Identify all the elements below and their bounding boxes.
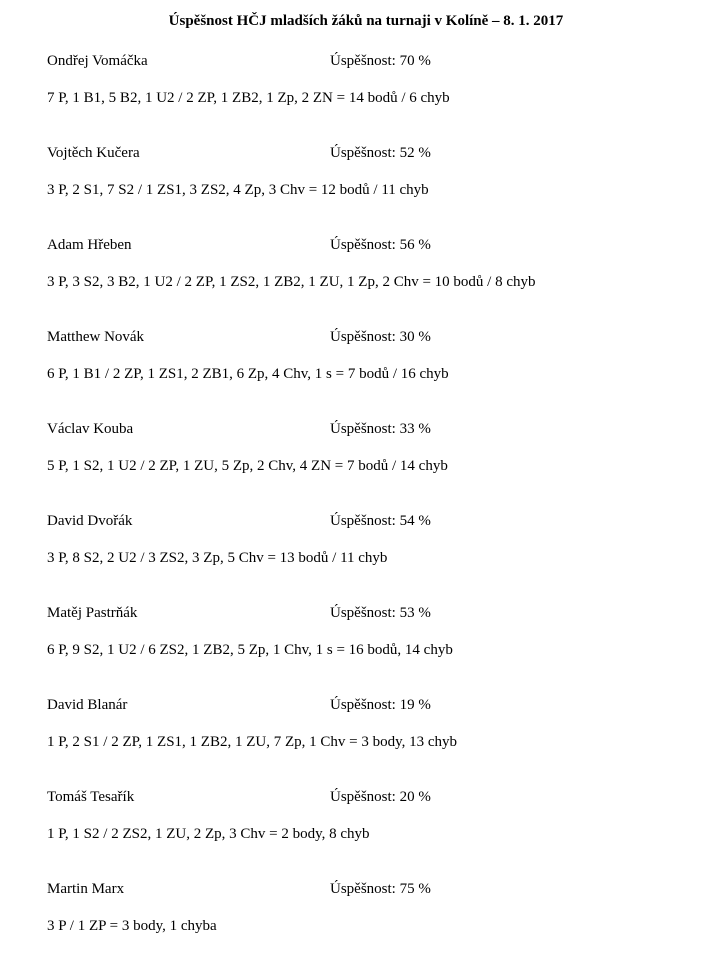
player-entry: Tomáš Tesařík Úspěšnost: 20 % 1 P, 1 S2 / … — [47, 788, 687, 880]
success-rate: Úspěšnost: 53 % — [330, 605, 431, 621]
success-rate: Úspěšnost: 20 % — [330, 789, 431, 805]
success-rate: Úspěšnost: 56 % — [330, 237, 431, 253]
player-entry: Ondřej Vomáčka Úspěšnost: 70 % 7 P, 1 B1, … — [47, 52, 687, 144]
success-rate: Úspěšnost: 54 % — [330, 513, 431, 529]
player-entry: Vojtěch Kučera Úspěšnost: 52 % 3 P, 2 S1, … — [47, 144, 687, 236]
score-detail: 3 P / 1 ZP = 3 body, 1 chyba — [47, 918, 217, 934]
score-detail: 5 P, 1 S2, 1 U2 / 2 ZP, 1 ZU, 5 Zp, 2 Ch… — [47, 458, 448, 474]
player-entry: Martin Marx Úspěšnost: 75 % 3 P / 1 ZP = 3… — [47, 880, 687, 972]
score-detail: 7 P, 1 B1, 5 B2, 1 U2 / 2 ZP, 1 ZB2, 1 Z… — [47, 90, 450, 106]
document-title: Úspěšnost HČJ mladších žáků na turnaji v… — [168, 13, 564, 29]
success-rate: Úspěšnost: 30 % — [330, 329, 431, 345]
score-detail: 6 P, 9 S2, 1 U2 / 6 ZS2, 1 ZB2, 5 Zp, 1 … — [47, 642, 453, 658]
score-detail: 1 P, 2 S1 / 2 ZP, 1 ZS1, 1 ZB2, 1 ZU, 7 … — [47, 734, 458, 750]
success-rate: Úspěšnost: 52 % — [330, 145, 431, 161]
player-entry: David Blanár Úspěšnost: 19 % 1 P, 2 S1 / 2… — [47, 696, 687, 788]
player-name: Matěj Pastrňák — [47, 605, 138, 621]
player-name: Tomáš Tesařík — [47, 789, 135, 805]
success-rate: Úspěšnost: 75 % — [330, 881, 431, 897]
player-name: Václav Kouba — [47, 421, 134, 437]
score-detail: 3 P, 8 S2, 2 U2 / 3 ZS2, 3 Zp, 5 Chv = 1… — [47, 550, 388, 566]
player-name: David Blanár — [47, 697, 128, 713]
player-name: Ondřej Vomáčka — [47, 53, 148, 69]
player-name: Matthew Novák — [47, 329, 145, 345]
score-detail: 3 P, 2 S1, 7 S2 / 1 ZS1, 3 ZS2, 4 Zp, 3 … — [47, 182, 429, 198]
player-entry: Matthew Novák Úspěšnost: 30 % 6 P, 1 B1 / … — [47, 328, 687, 420]
score-detail: 1 P, 1 S2 / 2 ZS2, 1 ZU, 2 Zp, 3 Chv = 2… — [47, 826, 370, 842]
success-rate: Úspěšnost: 19 % — [330, 697, 431, 713]
player-entry: Václav Kouba Úspěšnost: 33 % 5 P, 1 S2, 1 … — [47, 420, 687, 512]
success-rate: Úspěšnost: 70 % — [330, 53, 431, 69]
success-rate: Úspěšnost: 33 % — [330, 421, 431, 437]
player-name: David Dvořák — [47, 513, 133, 529]
score-detail: 3 P, 3 S2, 3 B2, 1 U2 / 2 ZP, 1 ZS2, 1 Z… — [47, 274, 536, 290]
score-detail: 6 P, 1 B1 / 2 ZP, 1 ZS1, 2 ZB1, 6 Zp, 4 … — [47, 366, 449, 382]
player-entry: Matěj Pastrňák Úspěšnost: 53 % 6 P, 9 S2, … — [47, 604, 687, 696]
player-list: Ondřej Vomáčka Úspěšnost: 70 % 7 P, 1 B1, … — [47, 52, 687, 972]
player-entry: Adam Hřeben Úspěšnost: 56 % 3 P, 3 S2, 3 B… — [47, 236, 687, 328]
player-name: Adam Hřeben — [47, 237, 132, 253]
player-name: Martin Marx — [47, 881, 125, 897]
player-entry: David Dvořák Úspěšnost: 54 % 3 P, 8 S2, 2 … — [47, 512, 687, 604]
player-name: Vojtěch Kučera — [47, 145, 140, 161]
